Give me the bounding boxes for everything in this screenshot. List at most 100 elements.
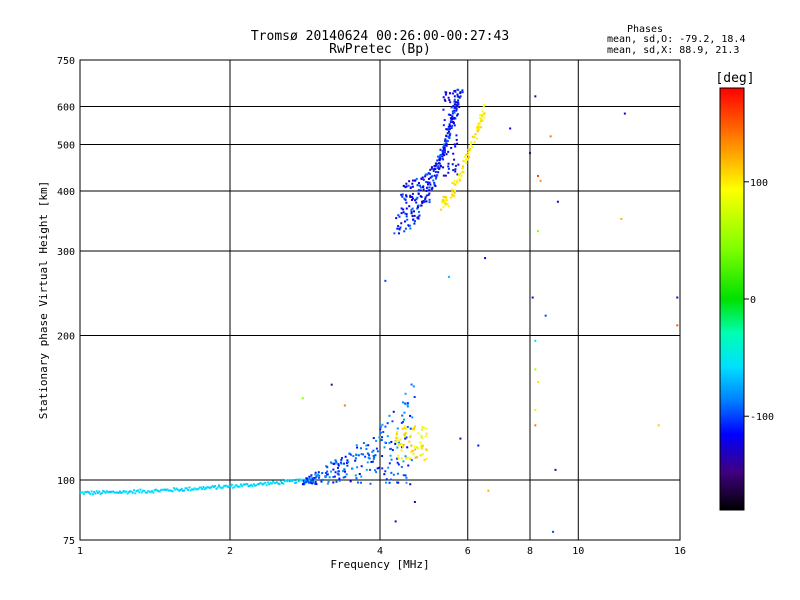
trace-point [365, 448, 368, 451]
trace-point [247, 485, 250, 488]
x-axis-label: Frequency [MHz] [330, 558, 429, 571]
trace-point [420, 195, 423, 198]
trace-point [409, 435, 412, 438]
trace-point [403, 197, 406, 200]
trace-point [292, 479, 295, 482]
trace-point [447, 165, 450, 168]
trace-point [248, 484, 251, 487]
trace-point [444, 174, 447, 177]
trace-point [106, 490, 109, 493]
trace-point [366, 452, 369, 455]
trace-point [192, 488, 195, 491]
trace-point [313, 477, 316, 480]
trace-point [397, 225, 400, 228]
trace-point [413, 425, 416, 428]
trace-point [413, 445, 416, 448]
trace-point [408, 180, 411, 183]
trace-point [419, 454, 422, 457]
trace-point [395, 433, 398, 436]
scatter-point [413, 500, 416, 503]
trace-point [324, 471, 327, 474]
trace-point [374, 469, 377, 472]
trace-point [263, 482, 266, 485]
trace-point [116, 491, 119, 494]
trace-point [256, 483, 259, 486]
trace-point [368, 454, 371, 457]
trace-point [384, 441, 387, 444]
trace-point [171, 490, 174, 493]
trace-point [269, 481, 272, 484]
trace-point [425, 189, 428, 192]
trace-point [401, 193, 404, 196]
trace-point [162, 488, 165, 491]
trace-point [410, 383, 413, 386]
trace-point [306, 479, 309, 482]
trace-point [470, 141, 473, 144]
trace-point [336, 466, 339, 469]
trace-point [455, 114, 458, 117]
trace-point [337, 473, 340, 476]
trace-point [366, 461, 369, 464]
trace-point [375, 439, 378, 442]
trace-point [464, 153, 467, 156]
scatter-point [539, 179, 542, 182]
trace-point [372, 437, 375, 440]
trace-point [416, 184, 419, 187]
trace-point [420, 447, 423, 450]
trace-point [403, 230, 406, 233]
trace-point [434, 170, 437, 173]
trace-point [446, 132, 449, 135]
trace-point [449, 101, 452, 104]
trace-point [335, 460, 338, 463]
trace-point [462, 165, 465, 168]
trace-point [95, 490, 98, 493]
trace-point [127, 490, 130, 493]
trace-point [405, 215, 408, 218]
trace-point [197, 488, 200, 491]
trace-point [416, 196, 419, 199]
trace-point [461, 91, 464, 94]
trace-point [121, 491, 124, 494]
trace-point [414, 448, 417, 451]
trace-point [439, 157, 442, 160]
y-tick-label: 75 [63, 536, 75, 547]
trace-point [302, 479, 305, 482]
scatter-point [531, 296, 534, 299]
trace-point [451, 188, 454, 191]
trace-point [453, 180, 456, 183]
trace-point [134, 492, 137, 495]
trace-point [476, 126, 479, 129]
trace-point [362, 442, 365, 445]
trace-point [102, 489, 105, 492]
trace-point [346, 464, 349, 467]
trace-point [453, 111, 456, 114]
trace-point [448, 127, 451, 130]
trace-point [442, 174, 445, 177]
trace-point [311, 477, 314, 480]
trace-point [480, 118, 483, 121]
trace-point [314, 473, 317, 476]
trace-point [406, 405, 409, 408]
trace-point [477, 128, 480, 131]
trace-point [456, 173, 459, 176]
trace-point [241, 485, 244, 488]
trace-point [264, 481, 267, 484]
trace-point [440, 208, 443, 211]
trace-point [358, 472, 361, 475]
trace-point [400, 465, 403, 468]
trace-point [120, 491, 123, 494]
trace-point [314, 471, 317, 474]
trace-point [453, 103, 456, 106]
trace-point [421, 446, 424, 449]
trace-point [422, 188, 425, 191]
trace-point [453, 106, 456, 109]
trace-point [469, 143, 472, 146]
trace-point [337, 464, 340, 467]
trace-point [365, 468, 368, 471]
trace-point [394, 440, 397, 443]
colorbar-ticks: 100 0 -100 [744, 178, 774, 423]
trace-point [170, 489, 173, 492]
trace-point [447, 167, 450, 170]
trace-point [405, 194, 408, 197]
trace-point [232, 486, 235, 489]
